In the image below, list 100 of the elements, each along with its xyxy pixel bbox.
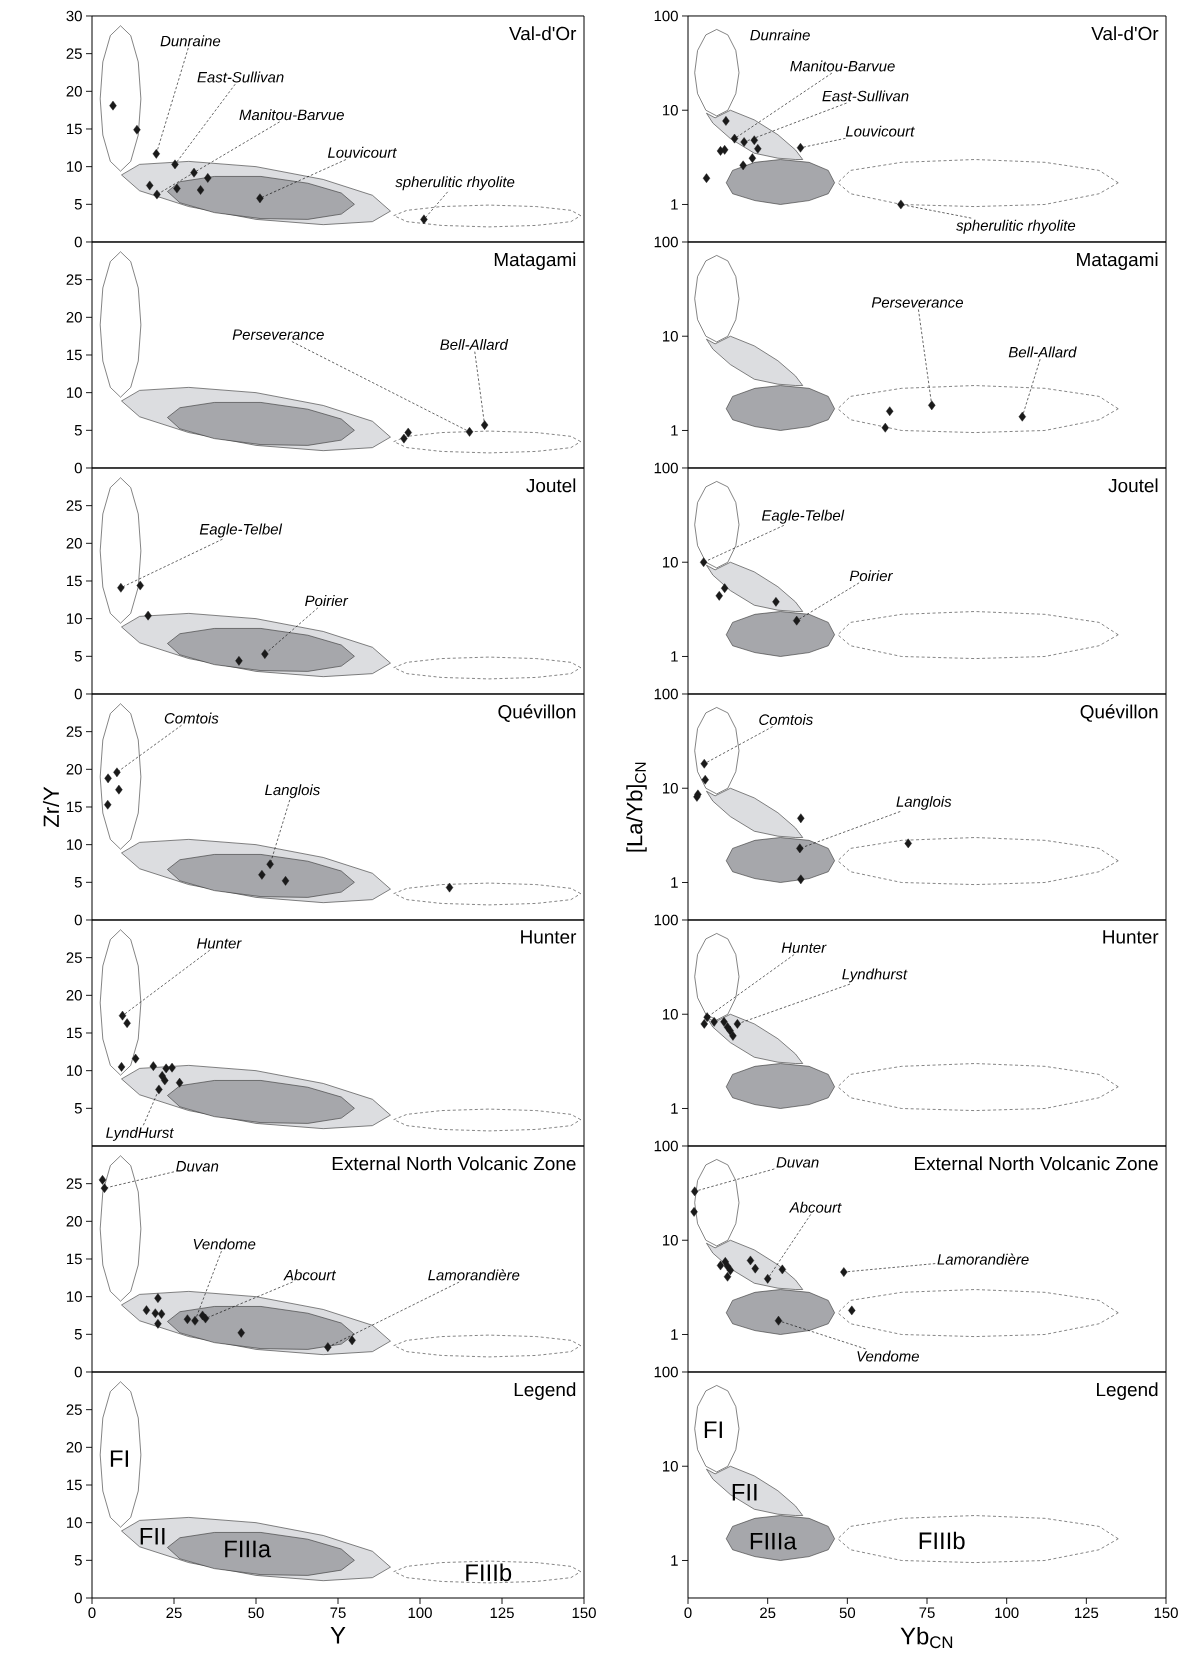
- y-tick-label: 10: [67, 161, 82, 172]
- annotation: Louvicourt: [845, 125, 915, 137]
- annotation: Comtois: [164, 712, 219, 724]
- chart-title: External North Volcanic Zone: [332, 1156, 576, 1171]
- y-tick-label: 10: [67, 1065, 82, 1076]
- y-tick-label: 15: [67, 1253, 82, 1265]
- y-tick-label: 10: [663, 1234, 678, 1246]
- annotation: FI: [110, 1450, 128, 1467]
- y-tick-label: 15: [67, 1479, 82, 1491]
- y-tick-label: 20: [66, 1216, 82, 1227]
- y-tick-label: 0: [74, 1366, 82, 1378]
- annotation: Bell-Allard: [440, 338, 509, 350]
- y-tick-label: 10: [67, 1517, 82, 1528]
- x-tick-label: 50: [248, 1607, 264, 1619]
- annotation: East-Sullivan: [197, 71, 284, 83]
- y-tick-label: 100: [654, 688, 678, 700]
- text: Matagami: [1077, 252, 1158, 270]
- annotation: Abcourt: [788, 1201, 842, 1213]
- y-tick-label: 100: [654, 1140, 678, 1152]
- annotation: Duvan: [176, 1161, 219, 1172]
- annotation: Poirier: [849, 570, 894, 582]
- y-tick-label: 25: [66, 1404, 82, 1415]
- y-tick-label: 10: [663, 556, 678, 568]
- y-tick-label: 25: [66, 1178, 82, 1189]
- y-tick-label: 15: [67, 801, 82, 813]
- x-tick-label: 50: [839, 1607, 856, 1619]
- y-tick-label: 0: [74, 688, 82, 700]
- annotation: Bell-Allard: [1008, 346, 1077, 358]
- annotation: Eagle-Telbel: [761, 509, 845, 524]
- annotation: East-Sullivan: [822, 90, 909, 102]
- x-axis-title: Y: [330, 1626, 346, 1644]
- chart-title: Val-d'Or: [1091, 26, 1159, 41]
- x-tick-label: 75: [919, 1607, 935, 1618]
- y-tick-label: 5: [74, 877, 82, 888]
- y-axis-title: Zr/Y: [42, 786, 60, 827]
- y-tick-label: 25: [66, 48, 82, 59]
- y-tick-label: 1: [671, 651, 678, 662]
- y-tick-label: 100: [654, 914, 678, 926]
- x-tick-label: 25: [166, 1607, 182, 1619]
- y-tick-label: 20: [66, 990, 82, 1001]
- annotation: Poirier: [305, 595, 349, 607]
- y-tick-label: 1: [671, 877, 678, 888]
- text: Legend: [514, 1382, 576, 1401]
- x-tick-label: 150: [572, 1607, 596, 1619]
- y-tick-label: 5: [74, 651, 82, 662]
- annotation: FII: [140, 1528, 165, 1545]
- text: Legend: [1097, 1382, 1158, 1401]
- annotation: Vendome: [193, 1238, 256, 1250]
- chart-title: Hunter: [1103, 930, 1159, 944]
- y-tick-label: 20: [66, 86, 82, 97]
- y-tick-label: 1: [671, 1329, 678, 1340]
- annotation: LyndHurst: [106, 1126, 174, 1141]
- y-tick-label: 15: [67, 1027, 82, 1039]
- annotation: Dunraine: [750, 29, 810, 41]
- y-tick-label: 10: [663, 330, 678, 342]
- y-tick-label: 15: [67, 349, 82, 361]
- x-tick-label: 125: [1075, 1607, 1099, 1619]
- annotation: Lamorandière: [937, 1253, 1029, 1265]
- y-tick-label: 10: [67, 1291, 82, 1302]
- y-tick-label: 1: [671, 425, 678, 436]
- y-tick-label: 20: [66, 312, 82, 323]
- annotation: FIIIa: [225, 1540, 272, 1558]
- y-tick-label: 20: [66, 764, 82, 775]
- text: Quévillon: [1080, 704, 1158, 722]
- annotation: Eagle-Telbel: [199, 523, 283, 538]
- chart-title: Joutel: [1108, 478, 1158, 493]
- y-tick-label: 30: [66, 10, 82, 22]
- y-tick-label: 10: [67, 839, 82, 850]
- annotation: Hunter: [196, 938, 242, 949]
- y-axis-title: [La/Yb]$_{CN}$: [626, 762, 647, 852]
- annotation: FII: [732, 1484, 757, 1501]
- y-tick-label: 25: [66, 274, 82, 285]
- y-tick-label: 100: [654, 236, 678, 248]
- y-tick-label: 20: [66, 538, 82, 549]
- y-tick-label: 25: [66, 726, 82, 737]
- y-tick-label: 10: [663, 104, 678, 116]
- y-tick-label: 5: [74, 425, 82, 436]
- y-tick-label: 0: [74, 914, 82, 926]
- annotation: spherulitic rhyolite: [956, 219, 1076, 234]
- annotation: Manitou-Barvue: [239, 109, 344, 121]
- chart-title: Joutel: [526, 478, 576, 493]
- y-tick-label: 0: [74, 236, 82, 248]
- annotation: FIIIa: [750, 1532, 797, 1550]
- y-tick-label: 15: [67, 575, 82, 587]
- x-tick-label: 100: [995, 1607, 1019, 1619]
- x-tick-label: 150: [1154, 1607, 1178, 1619]
- annotation: Louvicourt: [327, 146, 397, 158]
- annotation: Comtois: [759, 713, 813, 725]
- y-tick-label: 100: [654, 1366, 678, 1378]
- annotation: Perseverance: [871, 297, 963, 308]
- x-tick-label: 25: [760, 1607, 776, 1619]
- y-tick-label: 5: [74, 1103, 82, 1114]
- y-tick-label: 5: [74, 1555, 82, 1566]
- annotation: Lyndhurst: [842, 968, 908, 983]
- annotation: FIIIb: [466, 1563, 512, 1582]
- y-tick-label: 1: [671, 1103, 678, 1114]
- chart-title: External North Volcanic Zone: [915, 1156, 1158, 1171]
- y-tick-label: 0: [74, 1592, 82, 1604]
- x-tick-label: 0: [684, 1607, 692, 1619]
- annotation: Duvan: [776, 1157, 819, 1168]
